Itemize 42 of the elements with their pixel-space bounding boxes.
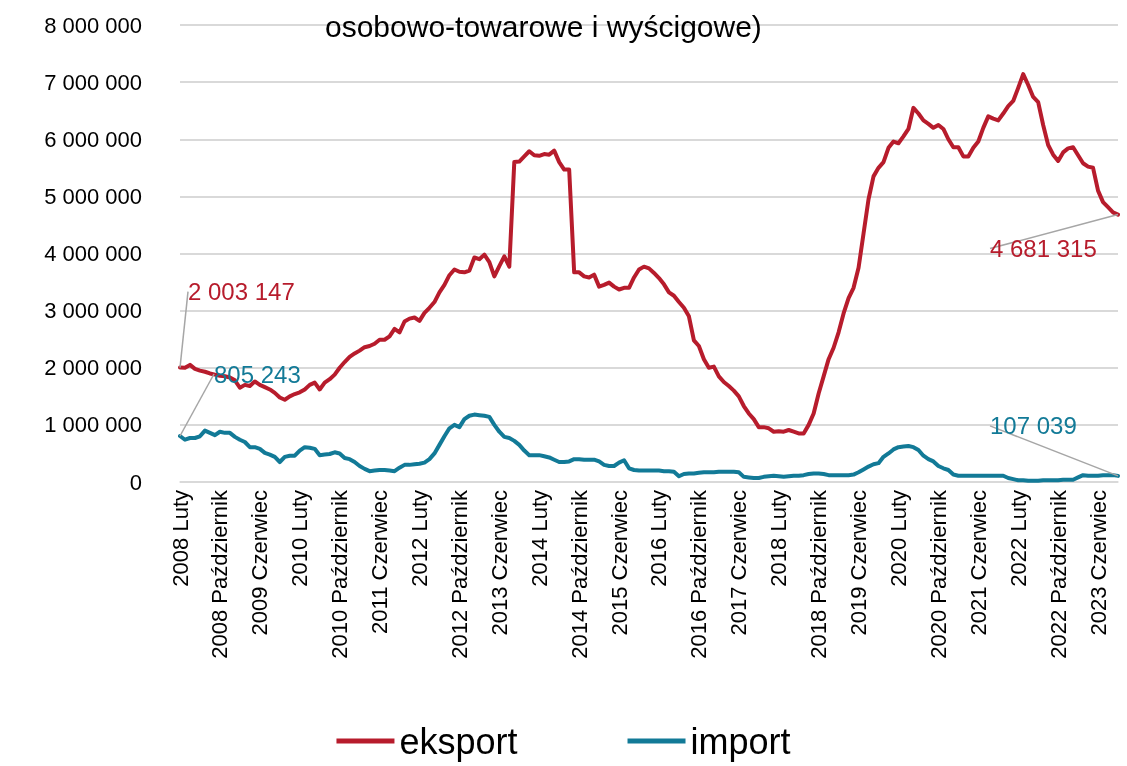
x-tick-label: 2014 Październik (566, 489, 592, 659)
chart-title: osobowo-towarowe i wyścigowe) (325, 9, 762, 43)
x-tick-label: 2010 Luty (287, 490, 313, 587)
x-tick-label: 2014 Luty (526, 490, 552, 587)
x-tick-label: 2020 Luty (885, 490, 911, 587)
x-tick-label: 2022 Październik (1045, 489, 1071, 659)
data-label: 805 243 (214, 360, 301, 388)
x-tick-label: 2015 Czerwiec (606, 490, 632, 636)
y-tick-label: 6 000 000 (44, 126, 142, 152)
y-tick-label: 5 000 000 (44, 183, 142, 209)
x-tick-label: 2012 Październik (446, 489, 472, 659)
x-tick-label: 2023 Czerwiec (1085, 490, 1111, 636)
data-label: 2 003 147 (188, 278, 295, 306)
x-tick-label: 2013 Czerwiec (486, 490, 512, 636)
y-tick-label: 0 (129, 469, 142, 495)
x-tick-label: 2016 Luty (646, 490, 672, 587)
x-tick-label: 2008 Październik (207, 489, 233, 659)
x-tick-label: 2021 Czerwiec (965, 490, 991, 636)
line-series (178, 72, 1120, 436)
x-tick-label: 2012 Luty (406, 490, 432, 587)
x-tick-label: 2009 Czerwiec (247, 490, 273, 636)
legend-label: eksport (399, 720, 518, 762)
y-tick-label: 4 000 000 (44, 241, 142, 266)
x-tick-label: 2011 Czerwiec (367, 490, 393, 634)
x-tick-label: 2008 Luty (167, 490, 193, 587)
y-tick-label: 1 000 000 (44, 412, 142, 438)
y-tick-label: 3 000 000 (44, 298, 142, 324)
data-label: 4 681 315 (990, 235, 1097, 263)
y-tick-label: 8 000 000 (44, 12, 142, 38)
data-label: 107 039 (990, 412, 1077, 440)
x-tick-label: 2019 Czerwiec (846, 490, 872, 636)
legend-label: import (690, 720, 791, 762)
y-tick-label: 7 000 000 (44, 69, 142, 95)
x-tick-label: 2016 Październik (686, 489, 712, 659)
x-tick-label: 2020 Październik (925, 489, 951, 659)
line-series (178, 412, 1120, 483)
x-tick-label: 2018 Luty (766, 490, 792, 587)
x-tick-label: 2010 Październik (327, 489, 353, 659)
x-tick-label: 2017 Czerwiec (726, 490, 752, 636)
y-tick-label: 2 000 000 (44, 355, 142, 381)
x-tick-label: 2018 Październik (806, 489, 832, 659)
x-tick-label: 2022 Luty (1005, 490, 1031, 587)
